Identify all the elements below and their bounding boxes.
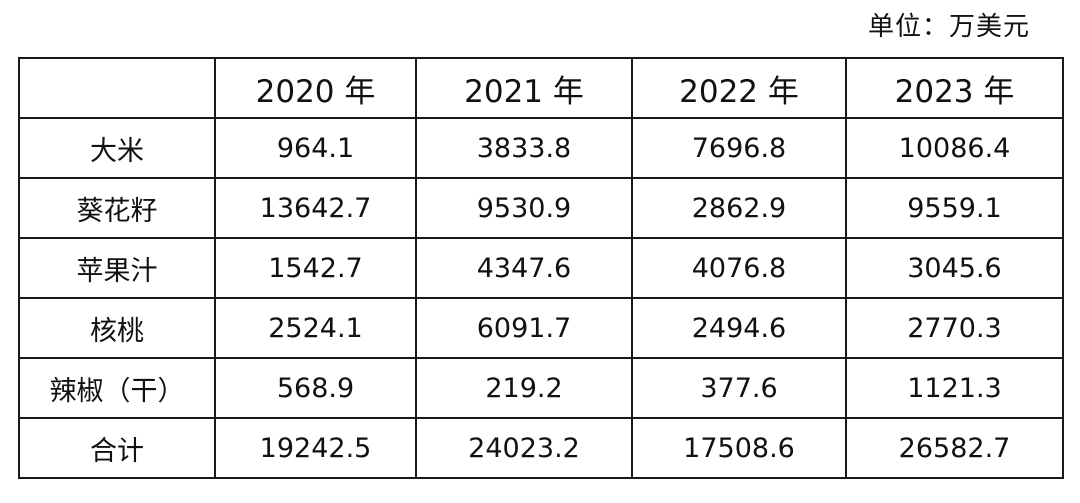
table-cell: 24023.2 [415,417,633,479]
table-cell: 19242.5 [214,417,417,479]
table-cell: 2494.6 [631,297,847,359]
column-header-2021: 2021 年 [415,57,633,119]
table-cell: 1542.7 [214,237,417,299]
table-cell: 377.6 [631,357,847,419]
row-label: 大米 [18,117,216,179]
table-cell: 3045.6 [845,237,1064,299]
row-label: 苹果汁 [18,237,216,299]
table-cell: 13642.7 [214,177,417,239]
row-label: 辣椒（干） [18,357,216,419]
table-row: 大米 964.1 3833.8 7696.8 10086.4 [18,117,1064,179]
header-row: 2020 年 2021 年 2022 年 2023 年 [18,57,1064,119]
table-cell: 2524.1 [214,297,417,359]
table-cell: 1121.3 [845,357,1064,419]
table-cell: 26582.7 [845,417,1064,479]
column-header-2023: 2023 年 [845,57,1064,119]
table-row: 苹果汁 1542.7 4347.6 4076.8 3045.6 [18,237,1064,299]
table-cell: 9530.9 [415,177,633,239]
table-cell: 6091.7 [415,297,633,359]
table-cell: 219.2 [415,357,633,419]
data-table: 2020 年 2021 年 2022 年 2023 年 大米 964.1 383… [18,57,1064,479]
table-cell: 4347.6 [415,237,633,299]
column-header-2020: 2020 年 [214,57,417,119]
row-label: 葵花籽 [18,177,216,239]
unit-label: 单位：万美元 [867,12,1030,42]
row-label: 核桃 [18,297,216,359]
table-cell: 7696.8 [631,117,847,179]
corner-cell [18,57,216,119]
row-label: 合计 [18,417,216,479]
table-row: 核桃 2524.1 6091.7 2494.6 2770.3 [18,297,1064,359]
table-cell: 9559.1 [845,177,1064,239]
table-cell: 3833.8 [415,117,633,179]
table-cell: 964.1 [214,117,417,179]
table-cell: 568.9 [214,357,417,419]
table-row: 辣椒（干） 568.9 219.2 377.6 1121.3 [18,357,1064,419]
table-cell: 10086.4 [845,117,1064,179]
column-header-2022: 2022 年 [631,57,847,119]
table-cell: 2862.9 [631,177,847,239]
total-row: 合计 19242.5 24023.2 17508.6 26582.7 [18,417,1064,479]
table-cell: 2770.3 [845,297,1064,359]
table-cell: 17508.6 [631,417,847,479]
table-row: 葵花籽 13642.7 9530.9 2862.9 9559.1 [18,177,1064,239]
table-cell: 4076.8 [631,237,847,299]
